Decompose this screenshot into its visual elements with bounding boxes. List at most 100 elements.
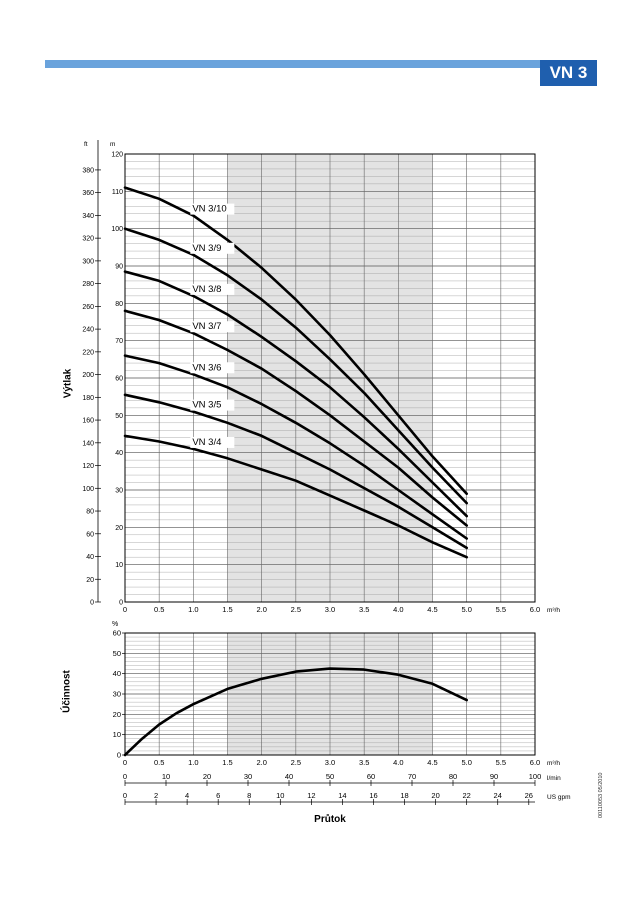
- head-x-tick-label: 5.5: [496, 605, 506, 614]
- flow-axis-tick-label: 0: [123, 772, 127, 781]
- m-tick-label: 40: [115, 450, 123, 457]
- flow-axis-tick-label: 80: [449, 772, 457, 781]
- ft-tick-label: 140: [82, 440, 94, 447]
- flow-axis-tick-label: 6: [216, 791, 220, 800]
- flow-axis-unit-label: US gpm: [547, 794, 570, 801]
- ft-tick-label: 260: [82, 304, 94, 311]
- head-x-unit-label: m³/h: [547, 607, 560, 614]
- ft-tick-label: 320: [82, 236, 94, 243]
- ft-tick-label: 360: [82, 190, 94, 197]
- flow-axis-tick-label: 5.0: [461, 758, 471, 767]
- head-x-tick-label: 0.5: [154, 605, 164, 614]
- head-curve-vn-3-6: [123, 354, 468, 540]
- efficiency-chart: % 0 10 20 30 40 50 60: [112, 621, 536, 760]
- eff-y-tick-label: 10: [113, 730, 121, 739]
- model-badge: VN 3: [540, 60, 597, 86]
- flow-axis-tick-label: 40: [285, 772, 293, 781]
- eff-y-tick-label: 60: [113, 629, 121, 638]
- m-tick-label: 10: [115, 562, 123, 569]
- m-tick-label: 30: [115, 488, 123, 495]
- head-curve-vn-3-9: [123, 227, 468, 505]
- flow-axis-tick-label: 24: [494, 791, 502, 800]
- head-x-tick-label: 3.0: [325, 605, 335, 614]
- head-curve-vn-3-8: [123, 270, 468, 518]
- flow-axis-tick-label: 20: [431, 791, 439, 800]
- flow-axis-unit-label: l/min: [547, 775, 561, 782]
- head-x-tick-label: 4.0: [393, 605, 403, 614]
- m-tick-label: 20: [115, 525, 123, 532]
- ft-tick-label: 120: [82, 463, 94, 470]
- flow-axis-tick-label: 26: [525, 791, 533, 800]
- flow-axis-tick-label: 60: [367, 772, 375, 781]
- m-unit-label: m: [110, 141, 115, 148]
- flow-axis-tick-label: 6.0: [530, 758, 540, 767]
- flow-axis-tick-label: 20: [203, 772, 211, 781]
- ft-tick-label: 0: [90, 600, 94, 607]
- flow-axis-tick-label: 2.5: [291, 758, 301, 767]
- flow-axis-tick-label: 90: [490, 772, 498, 781]
- flow-axes: 0 0.5 1.0 1.5 2.0 2.5 3.0 3.5 4.0 4.5 5.0 5.5 6.0 m³/…: [123, 758, 571, 825]
- m-tick-label: 100: [111, 226, 123, 233]
- flow-axis-tick-label: 100: [529, 772, 542, 781]
- ft-tick-label: 240: [82, 327, 94, 334]
- flow-axis-tick-label: 2.0: [256, 758, 266, 767]
- flow-axis-tick-label: 16: [369, 791, 377, 800]
- ft-tick-label: 60: [86, 531, 94, 538]
- flow-axis-tick-label: 50: [326, 772, 334, 781]
- flow-axis-tick-label: 18: [400, 791, 408, 800]
- curve-label-bg: [190, 399, 235, 411]
- flow-axis-tick-label: 10: [162, 772, 170, 781]
- ft-tick-label: 80: [86, 509, 94, 516]
- eff-y-tick-label: 0: [117, 751, 121, 760]
- head-x-tick-label: 2.5: [291, 605, 301, 614]
- curve-label: VN 3/8: [192, 284, 221, 295]
- curve-label-bg: [190, 283, 235, 295]
- curve-label: VN 3/6: [192, 362, 221, 373]
- head-curve-vn-3-7: [123, 309, 468, 527]
- m-tick-label: 50: [115, 413, 123, 420]
- flow-axis-tick-label: 10: [276, 791, 284, 800]
- ft-tick-label: 340: [82, 213, 94, 220]
- ft-tick-label: 380: [82, 167, 94, 174]
- head-x-tick-label: 0: [123, 605, 127, 614]
- m-tick-label: 60: [115, 376, 123, 383]
- ft-tick-label: 40: [86, 554, 94, 561]
- ft-tick-label: 280: [82, 281, 94, 288]
- curve-label-bg: [190, 203, 235, 215]
- flow-axis-tick-label: 3.5: [359, 758, 369, 767]
- flow-axis-tick-label: 0: [123, 791, 127, 800]
- flow-axis-tick-label: 3.0: [325, 758, 335, 767]
- eff-y-tick-label: 40: [113, 669, 121, 678]
- eff-y-tick-label: 20: [113, 710, 121, 719]
- head-chart: ft02040608010012014016018020022024026028…: [82, 140, 560, 614]
- curve-label: VN 3/9: [192, 243, 221, 254]
- head-x-tick-label: 6.0: [530, 605, 540, 614]
- head-x-tick-label: 1.5: [222, 605, 232, 614]
- head-x-tick-label: 4.5: [427, 605, 437, 614]
- ft-tick-label: 180: [82, 395, 94, 402]
- flow-axis-tick-label: 1.5: [222, 758, 232, 767]
- head-x-tick-label: 3.5: [359, 605, 369, 614]
- m-tick-label: 80: [115, 301, 123, 308]
- head-x-tick-label: 2.0: [256, 605, 266, 614]
- efficiency-curve: [123, 667, 468, 757]
- ft-tick-label: 160: [82, 418, 94, 425]
- flow-axis-tick-label: 4.0: [393, 758, 403, 767]
- curve-label-bg: [190, 436, 235, 448]
- m-tick-label: 110: [112, 189, 123, 196]
- ft-tick-label: 200: [82, 372, 94, 379]
- curve-label: VN 3/5: [192, 400, 221, 411]
- flow-axis-tick-label: 22: [462, 791, 470, 800]
- curve-label: VN 3/7: [192, 321, 221, 332]
- flow-axis-tick-label: 2: [154, 791, 158, 800]
- m-tick-label: 90: [115, 264, 123, 271]
- flow-axis-title: Průtok: [314, 813, 346, 825]
- flow-axis-tick-label: 14: [338, 791, 346, 800]
- flow-axis-unit-label: m³/h: [547, 760, 560, 767]
- eff-unit-label: %: [112, 621, 118, 628]
- flow-axis-tick-label: 4: [185, 791, 189, 800]
- flow-axis-tick-label: 0.5: [154, 758, 164, 767]
- flow-axis-tick-label: 5.5: [496, 758, 506, 767]
- head-curve-vn-3-10: [123, 186, 468, 495]
